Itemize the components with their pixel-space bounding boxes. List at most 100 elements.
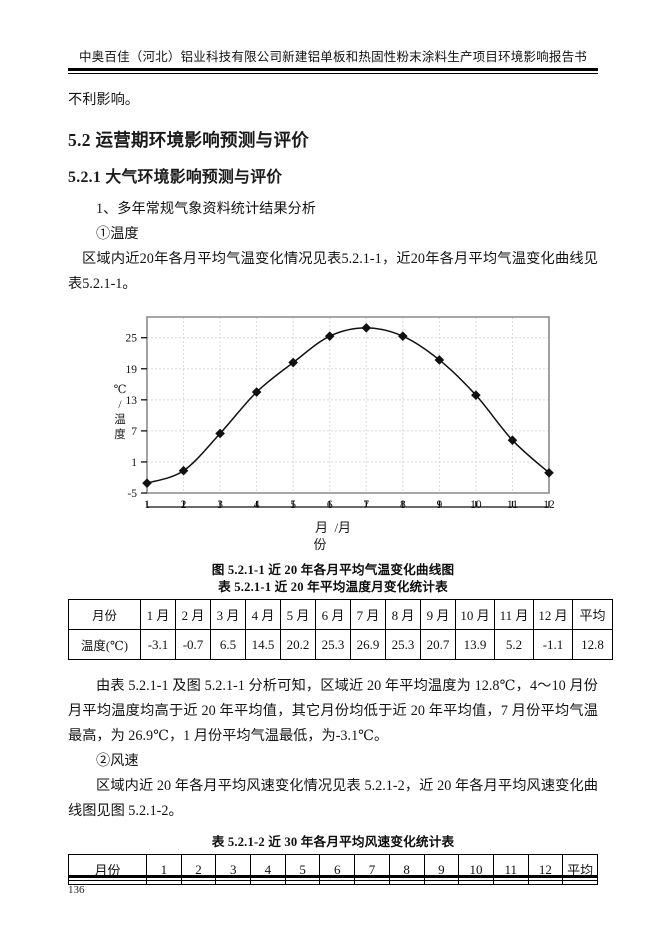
chart-x-ticks: 1 2 3 4 5 6 7 8 9 10 11 12: [144, 499, 555, 511]
chart-series-temperature: [146, 327, 550, 484]
svg-text:1: 1: [144, 499, 150, 511]
table-cell-value: 12.8: [572, 629, 613, 660]
table-cell-value: -0.7: [175, 629, 211, 660]
page-number: 136: [68, 884, 85, 896]
table2-caption: 表 5.2.1-2 近 30 年各月平均风速变化统计表: [211, 835, 455, 849]
document-content: 不利影响。 5.2 运营期环境影响预测与评价 5.2.1 大气环境影响预测与评价…: [68, 88, 613, 885]
x-axis-label-line1: 月 /月: [314, 520, 352, 535]
y-axis-slash: /: [118, 399, 122, 411]
table-cell-row-label: 月份: [68, 599, 141, 630]
chart-data-markers: [142, 323, 554, 488]
y-axis-name-1: 温: [114, 414, 126, 426]
table-cell-header: 4: [250, 854, 286, 885]
running-header-text: 中奥百佳（河北）铝业科技有限公司新建铝单板和热固性粉末涂料生产项目环境影响报告书: [78, 50, 587, 64]
table-cell-value: 6.5: [210, 629, 246, 660]
running-header: 中奥百佳（河北）铝业科技有限公司新建铝单板和热固性粉末涂料生产项目环境影响报告书: [68, 46, 598, 75]
table-cell-header: 9: [423, 854, 460, 885]
header-rule-thin: [68, 73, 598, 75]
table-cell-header: 2: [180, 854, 217, 885]
table-cell-header: 1 月: [140, 599, 176, 630]
table-cell-value: -3.1: [140, 629, 176, 660]
svg-text:7: 7: [131, 426, 137, 438]
svg-text:13: 13: [126, 395, 138, 407]
table-cell-header: 10 月: [455, 599, 495, 630]
svg-text:12: 12: [543, 499, 555, 511]
table-cell-value: 25.3: [385, 629, 421, 660]
table-cell-header: 11 月: [494, 599, 534, 630]
svg-text:4: 4: [254, 499, 260, 511]
chart-x-axis-label: 月 /月 份: [107, 519, 559, 553]
table-cell-header: 5: [284, 854, 321, 885]
table-cell-header: 5 月: [280, 599, 316, 630]
figure-caption: 图 5.2.1-1 近 20 年各月平均气温变化曲线图: [211, 563, 455, 577]
table-cell-value: -1.1: [533, 629, 573, 660]
svg-text:6: 6: [327, 499, 333, 511]
table-cell-header: 7 月: [350, 599, 386, 630]
y-axis-unit: ℃: [113, 384, 127, 396]
page-footer: 136: [68, 875, 598, 896]
table-cell-row-label: 月份: [68, 854, 147, 885]
svg-text:8: 8: [400, 499, 406, 511]
table-cell-value: 25.3: [315, 629, 351, 660]
svg-text:25: 25: [126, 333, 138, 345]
table-cell-header: 3 月: [210, 599, 246, 630]
table-cell-header: 6: [319, 854, 356, 885]
table2-wrapper: 月份 1 2 3 4 5 6 7 8 9 10 11 12 平均: [68, 854, 598, 885]
heading-5-2-1: 5.2.1 大气环境影响预测与评价: [68, 169, 283, 186]
table-cell-header: 2 月: [175, 599, 211, 630]
sub-item-windspeed: ②风速: [96, 753, 139, 769]
table-cell-header: 8 月: [385, 599, 421, 630]
table-cell-value: 14.5: [245, 629, 281, 660]
heading-5-2: 5.2 运营期环境影响预测与评价: [68, 130, 310, 150]
list-item-1: 1、多年常规气象资料统计结果分析: [96, 201, 316, 217]
continued-paragraph: 不利影响。: [68, 92, 139, 108]
table-row: 月份 1 2 3 4 5 6 7 8 9 10 11 12 平均: [68, 854, 598, 885]
svg-text:-5: -5: [127, 488, 137, 500]
table-cell-header: 8: [388, 854, 425, 885]
svg-text:5: 5: [290, 499, 296, 511]
table-cell-header: 12: [527, 854, 564, 885]
chart-frame: [146, 316, 550, 494]
table-cell-row-label: 温度(℃): [68, 629, 141, 660]
paragraph-temperature-intro: 区域内近20年各月平均气温变化情况见表5.2.1-1，近20年各月平均气温变化曲…: [68, 251, 598, 292]
table-cell-header: 12 月: [533, 599, 573, 630]
chart-gridlines: [146, 317, 550, 494]
table-cell-header: 平均: [562, 854, 598, 885]
table-cell-header: 10: [458, 854, 494, 885]
chart-y-ticks: -5 1 7 13 19 25: [126, 333, 147, 500]
table-cell-header: 平均: [572, 599, 613, 630]
y-axis-name-2: 度: [114, 429, 126, 441]
table-row: 温度(℃) -3.1 -0.7 6.5 14.5 20.2 25.3 26.9 25.3 20.7…: [68, 629, 613, 660]
svg-text:2: 2: [181, 499, 187, 511]
sub-item-temperature: ①温度: [96, 226, 139, 242]
footer-rule-thin: [68, 880, 598, 881]
table-cell-value: 13.9: [455, 629, 495, 660]
table-cell-header: 7: [354, 854, 390, 885]
table-cell-header: 6 月: [315, 599, 351, 630]
footer-rule-thick: [68, 875, 598, 878]
table-cell-header: 11: [492, 854, 529, 885]
table-cell-value: 20.2: [280, 629, 316, 660]
svg-text:10: 10: [470, 499, 482, 511]
table-cell-value: 20.7: [420, 629, 456, 660]
svg-text:11: 11: [507, 499, 518, 511]
table-cell-header: 9 月: [420, 599, 456, 630]
paragraph-temperature-analysis: 由表 5.2.1-1 及图 5.2.1-1 分析可知，区域近 20 年平均温度为…: [68, 678, 598, 744]
figure-temperature-curve: ℃ / 温 度 -5 1 7 13 19 25 1 2 3 4 5 6 7 8 9 10 11 12 月 /月 …: [68, 311, 598, 556]
table-cell-value: 5.2: [494, 629, 534, 660]
svg-text:19: 19: [126, 364, 138, 376]
temperature-line-chart: ℃ / 温 度 -5 1 7 13 19 25 1 2 3 4 5 6 7 8 9 10 11 12 月 /月 …: [107, 311, 559, 556]
svg-text:1: 1: [131, 457, 137, 469]
table-cell-value: 26.9: [350, 629, 386, 660]
table-cell-header: 3: [215, 854, 252, 885]
table-cell-header: 4 月: [245, 599, 281, 630]
svg-text:9: 9: [436, 499, 442, 511]
chart-y-axis-label: ℃ / 温 度: [107, 383, 133, 443]
x-axis-label-line2: 份: [313, 537, 327, 552]
header-rule-thick: [68, 68, 598, 71]
table1-caption: 表 5.2.1-1 近 20 年平均温度月变化统计表: [218, 580, 448, 594]
